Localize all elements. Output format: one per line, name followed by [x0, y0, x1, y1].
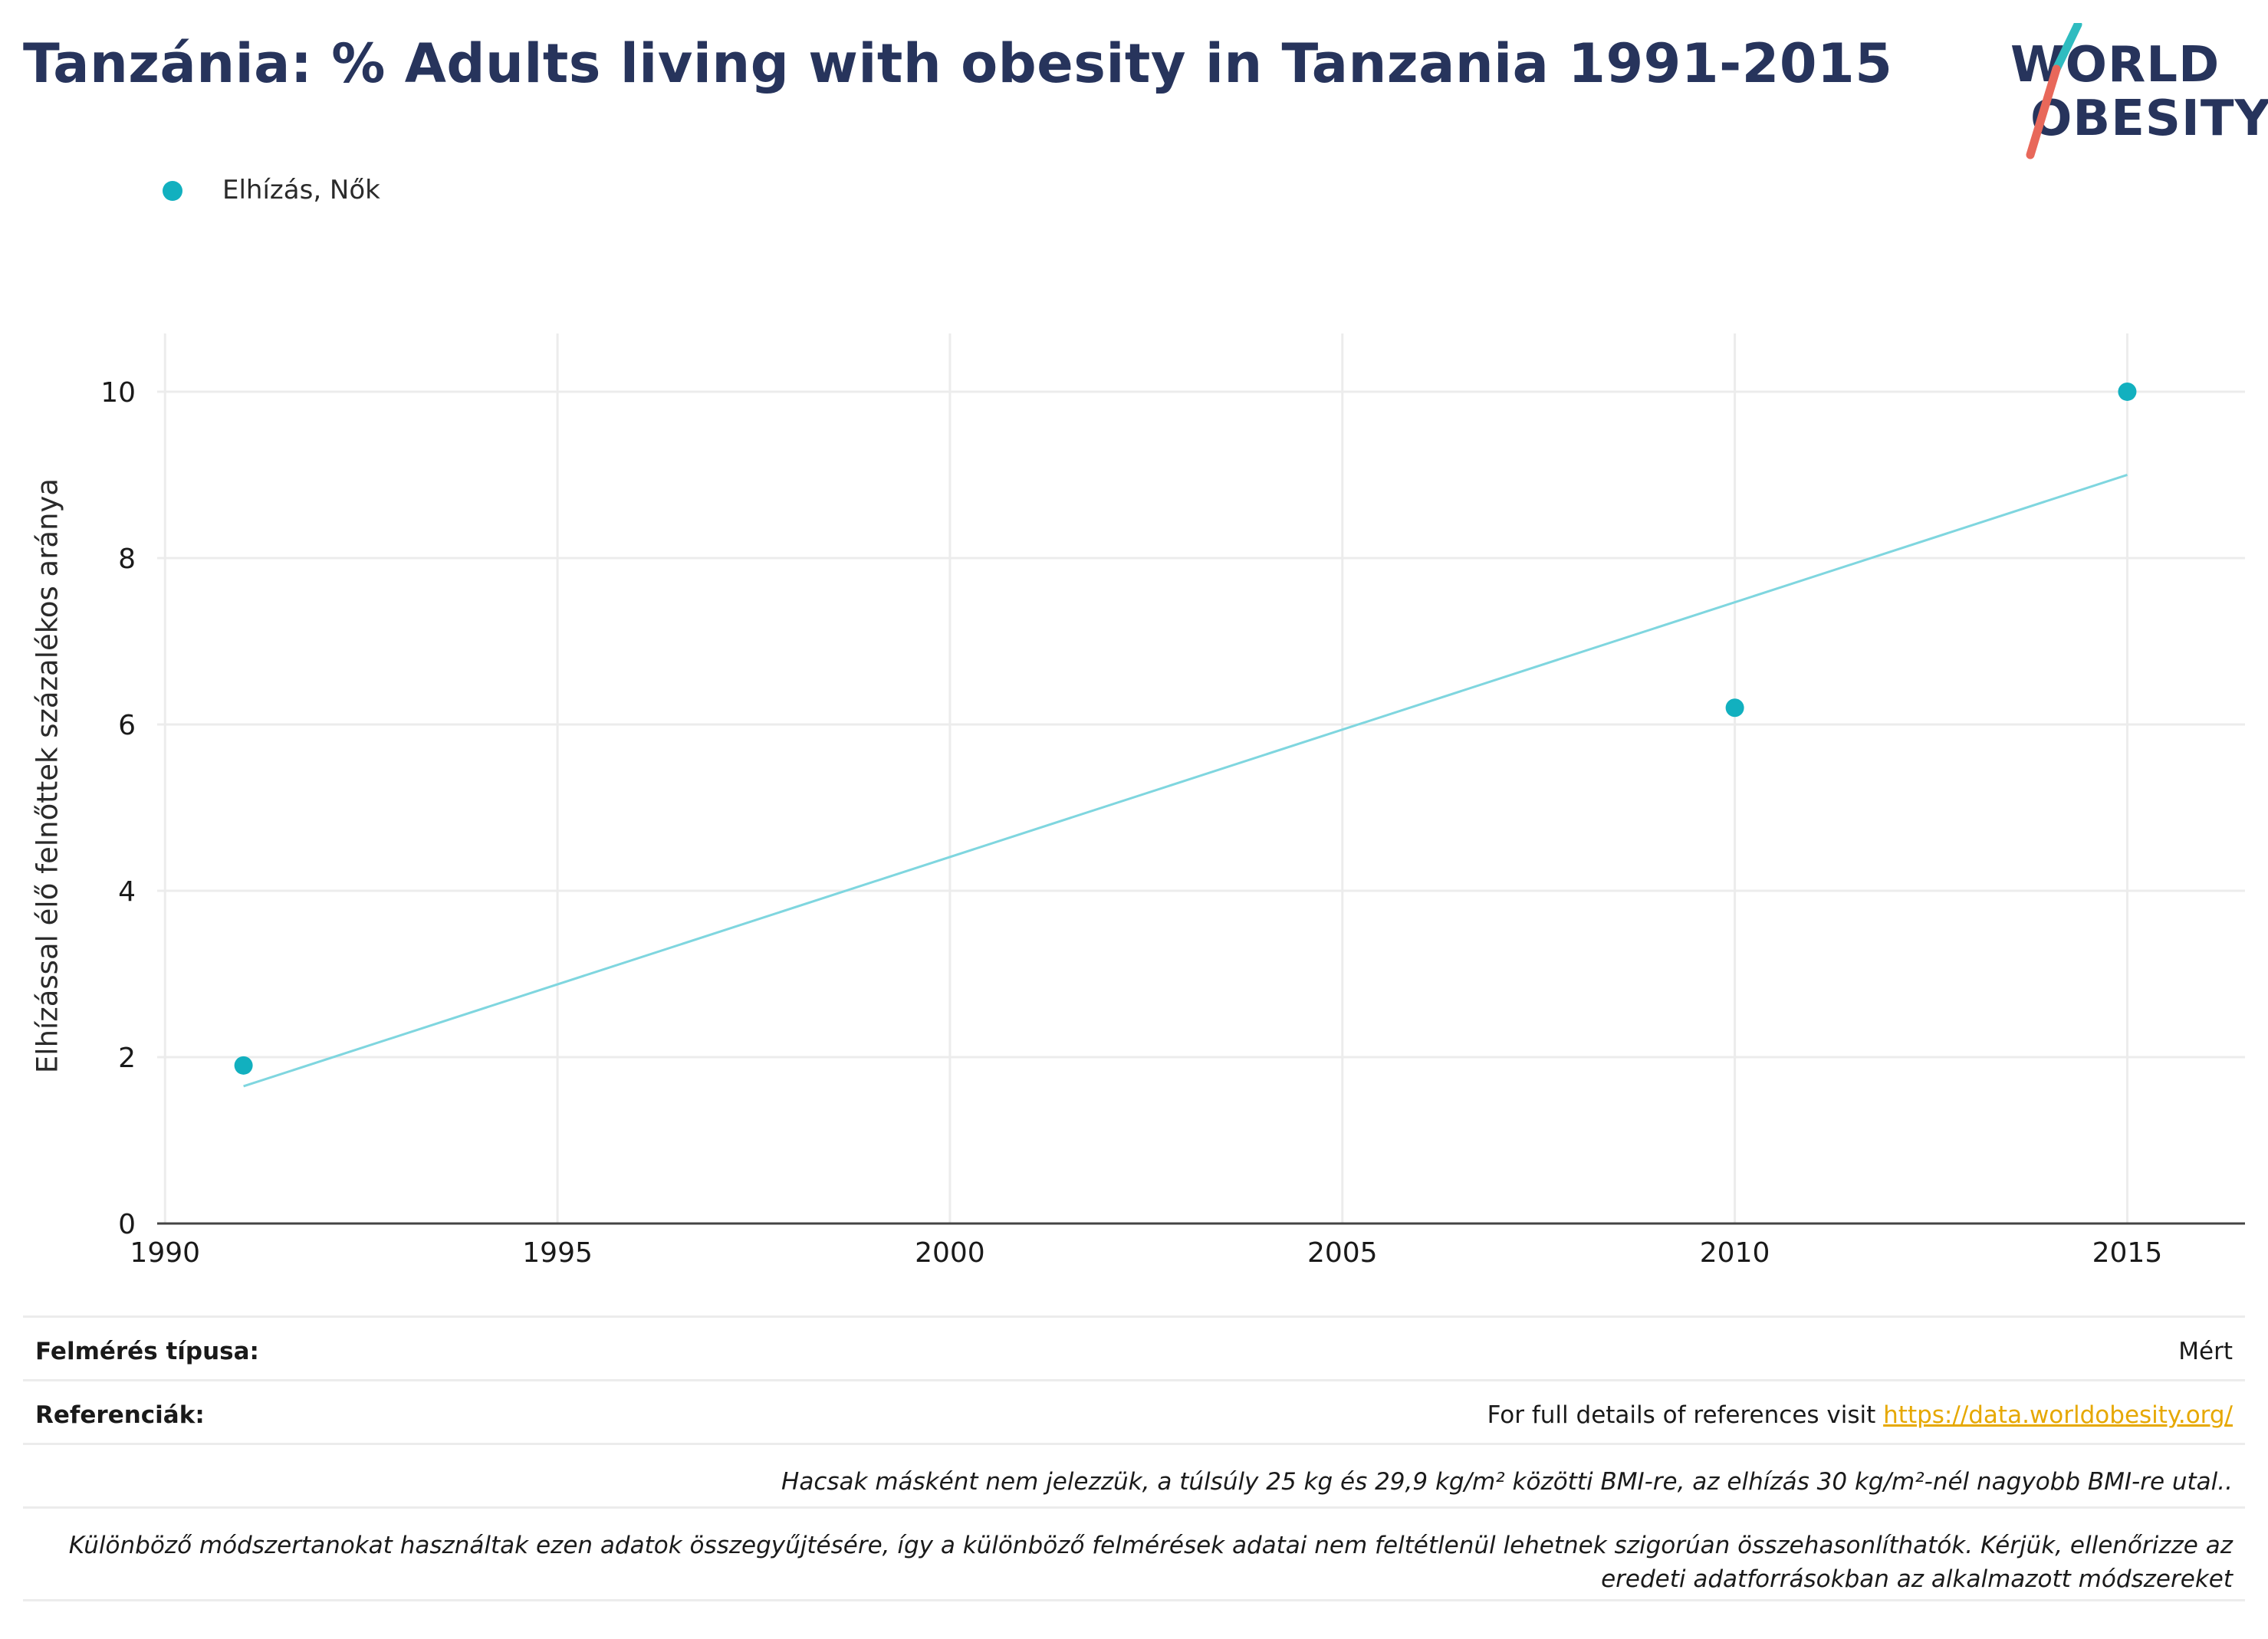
- y-axis-title: Elhízással élő felnőttek százalékos arán…: [31, 478, 64, 1074]
- y-tick-label: 4: [118, 876, 136, 908]
- y-axis: 0 2 4 6 8 10: [100, 377, 136, 1240]
- y-tick-label: 8: [118, 544, 136, 575]
- references-link[interactable]: https://data.worldobesity.org/: [1883, 1401, 2233, 1429]
- x-tick-label: 2000: [915, 1237, 985, 1269]
- legend-marker: [163, 181, 182, 201]
- x-tick-label: 2010: [1700, 1237, 1770, 1269]
- logo-line-world: WORLD: [2010, 37, 2220, 94]
- chart-grid: [157, 333, 2245, 1224]
- bmi-note-row: Hacsak másként nem jelezzük, a túlsúly 2…: [23, 1443, 2245, 1506]
- chart-footer: Felmérés típusa: Mért Referenciák: For f…: [23, 1315, 2245, 1601]
- y-tick-label: 6: [118, 710, 136, 741]
- trendline-layer: [243, 474, 2128, 1088]
- data-point: [234, 1056, 253, 1075]
- y-tick-label: 0: [118, 1209, 136, 1240]
- references-row: Referenciák: For full details of referen…: [23, 1379, 2245, 1443]
- world-obesity-logo: WORLD OBESITY: [1994, 23, 2268, 161]
- trendline: [243, 474, 2128, 1088]
- survey-type-label: Felmérés típusa:: [35, 1338, 259, 1365]
- data-point: [1725, 698, 1744, 718]
- logo-slash-icon: [2026, 23, 2082, 159]
- x-tick-label: 1995: [522, 1237, 593, 1269]
- logo-line-obesity: OBESITY: [2030, 90, 2268, 147]
- methodology-note: Különböző módszertanokat használtak ezen…: [23, 1509, 2245, 1596]
- methodology-note-row: Különböző módszertanokat használtak ezen…: [23, 1506, 2245, 1601]
- references-text: For full details of references visit: [1487, 1401, 1884, 1429]
- x-axis: 1990 1995 2000 2005 2010 2015: [130, 1222, 2245, 1269]
- survey-type-value: Mért: [2178, 1338, 2233, 1365]
- x-tick-label: 2005: [1307, 1237, 1378, 1269]
- y-tick-label: 2: [118, 1043, 136, 1074]
- methodology-note-line2: eredeti adatforrásokban az alkalmazott m…: [1601, 1565, 2233, 1593]
- data-point: [2118, 382, 2137, 401]
- references-label: Referenciák:: [35, 1401, 205, 1429]
- x-tick-label: 2015: [2092, 1237, 2163, 1269]
- references-value: For full details of references visit htt…: [1487, 1401, 2233, 1429]
- bmi-note: Hacsak másként nem jelezzük, a túlsúly 2…: [781, 1468, 2233, 1496]
- data-points: [234, 382, 2137, 1075]
- page-title: Tanzánia: % Adults living with obesity i…: [23, 32, 1893, 95]
- scatter-chart: 1990 1995 2000 2005 2010 2015 0 2 4 6 8 10: [100, 333, 2245, 1269]
- survey-type-row: Felmérés típusa: Mért: [23, 1315, 2245, 1379]
- y-tick-label: 10: [100, 377, 136, 409]
- x-tick-label: 1990: [130, 1237, 200, 1269]
- legend-label: Elhízás, Nők: [222, 175, 380, 205]
- methodology-note-line1: Különböző módszertanokat használtak ezen…: [68, 1532, 2233, 1559]
